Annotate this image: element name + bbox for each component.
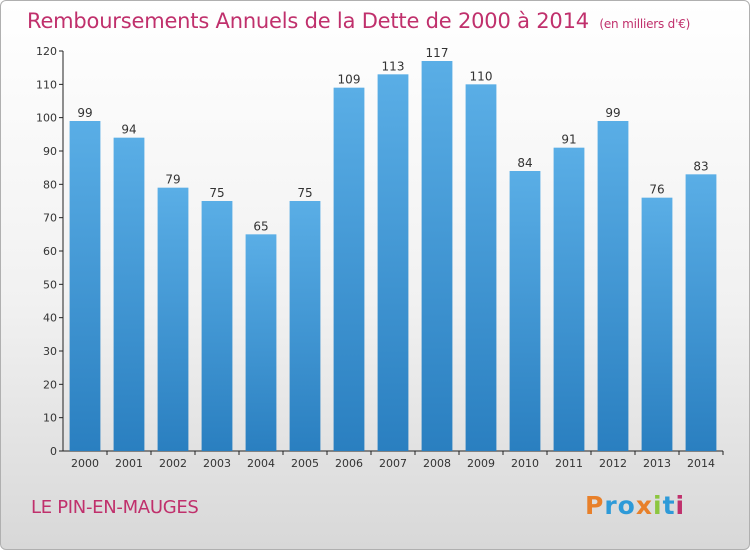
data-label: 91 xyxy=(561,133,576,147)
x-tick-label: 2009 xyxy=(467,457,495,470)
bar xyxy=(157,187,189,451)
logo-letter: r xyxy=(604,491,618,520)
y-tick-label: 30 xyxy=(43,345,57,358)
bar xyxy=(245,234,277,451)
bar xyxy=(201,201,233,451)
x-tick-label: 2004 xyxy=(247,457,275,470)
x-tick-label: 2005 xyxy=(291,457,319,470)
bar xyxy=(641,197,673,451)
data-label: 94 xyxy=(121,123,136,137)
logo-letter: P xyxy=(585,491,605,520)
y-tick-label: 20 xyxy=(43,378,57,391)
bar xyxy=(69,121,101,451)
data-label: 109 xyxy=(338,73,361,87)
y-tick-label: 110 xyxy=(36,78,57,91)
data-label: 76 xyxy=(649,183,664,197)
data-label: 113 xyxy=(382,59,405,73)
bar xyxy=(377,74,409,451)
y-tick-label: 80 xyxy=(43,178,57,191)
bar xyxy=(333,87,365,452)
x-tick-label: 2014 xyxy=(687,457,715,470)
x-tick-label: 2000 xyxy=(71,457,99,470)
y-tick-label: 90 xyxy=(43,145,57,158)
bar xyxy=(421,61,453,451)
data-label: 65 xyxy=(253,219,268,233)
place-name: LE PIN-EN-MAUGES xyxy=(31,497,199,518)
x-tick-label: 2002 xyxy=(159,457,187,470)
data-label: 84 xyxy=(517,156,532,170)
logo-letter: t xyxy=(662,491,676,520)
x-tick-label: 2003 xyxy=(203,457,231,470)
bar xyxy=(553,147,585,451)
y-tick-label: 100 xyxy=(36,112,57,125)
x-tick-label: 2010 xyxy=(511,457,539,470)
logo-letter: i xyxy=(675,491,686,520)
data-label: 79 xyxy=(165,173,180,187)
x-tick-label: 2011 xyxy=(555,457,583,470)
proxiti-logo: Proxiti xyxy=(585,491,685,520)
data-labels: 99 94 79 75 65 75 109 113 117 110 84 91 99 76 83 xyxy=(77,46,708,233)
y-tick-label: 40 xyxy=(43,312,57,325)
x-tick-label: 2006 xyxy=(335,457,363,470)
x-tick-label: 2001 xyxy=(115,457,143,470)
bar xyxy=(597,121,629,451)
bars xyxy=(69,61,717,452)
data-label: 99 xyxy=(77,106,92,120)
bar xyxy=(289,201,321,451)
y-tick-label: 70 xyxy=(43,212,57,225)
y-tick-label: 0 xyxy=(50,445,57,458)
data-label: 117 xyxy=(426,46,449,60)
bar xyxy=(509,171,541,451)
data-label: 75 xyxy=(297,186,312,200)
chart-subtitle: (en milliers d'€) xyxy=(599,17,691,31)
x-tick-label: 2007 xyxy=(379,457,407,470)
logo-letter: i xyxy=(653,491,663,520)
chart-title-text: Remboursements Annuels de la Dette de 20… xyxy=(27,9,589,33)
logo-letter: x xyxy=(635,491,653,520)
bar xyxy=(113,137,145,451)
bar xyxy=(465,84,497,451)
y-tick-label: 10 xyxy=(43,412,57,425)
bar xyxy=(685,174,717,452)
y-tick-label: 120 xyxy=(36,45,57,58)
data-label: 110 xyxy=(470,69,493,83)
x-tick-label: 2013 xyxy=(643,457,671,470)
y-tick-label: 60 xyxy=(43,245,57,258)
data-label: 75 xyxy=(209,186,224,200)
y-tick-label: 50 xyxy=(43,278,57,291)
data-label: 83 xyxy=(693,159,708,173)
chart-title: Remboursements Annuels de la Dette de 20… xyxy=(27,9,690,33)
x-tick-label: 2008 xyxy=(423,457,451,470)
axes: 0 10 20 30 40 50 60 70 80 90 100 110 120 2000 2001 2002… xyxy=(36,45,724,470)
data-label: 99 xyxy=(605,106,620,120)
logo-letter: o xyxy=(617,491,636,520)
x-tick-label: 2012 xyxy=(599,457,627,470)
